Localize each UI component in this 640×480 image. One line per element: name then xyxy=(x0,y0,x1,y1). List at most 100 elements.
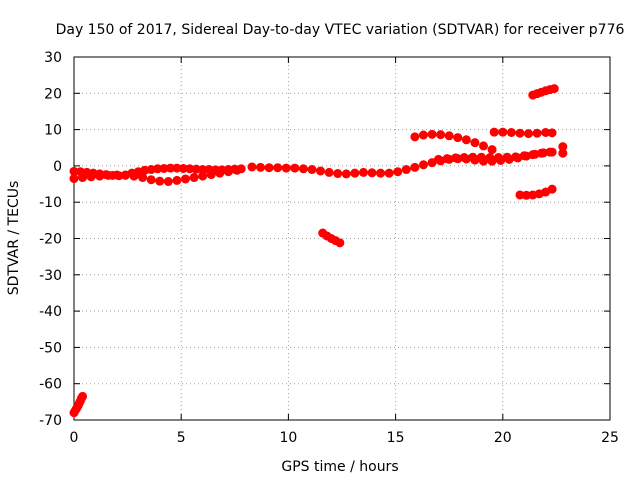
data-point xyxy=(545,148,554,157)
chart-title: Day 150 of 2017, Sidereal Day-to-day VTE… xyxy=(56,22,625,38)
data-point xyxy=(488,145,497,154)
data-point xyxy=(545,85,554,94)
data-point xyxy=(479,141,488,150)
y-tick-label: -50 xyxy=(39,340,62,356)
data-point xyxy=(548,128,557,137)
data-point xyxy=(95,172,104,181)
data-point xyxy=(265,163,274,172)
data-point xyxy=(498,128,507,137)
series-band-b xyxy=(69,165,242,187)
data-point xyxy=(511,152,520,161)
data-point xyxy=(533,129,542,138)
data-point xyxy=(528,190,537,199)
data-point xyxy=(104,171,113,180)
data-point xyxy=(359,168,368,177)
y-tick-label: 10 xyxy=(44,123,62,139)
y-tick-label: -30 xyxy=(39,268,62,284)
data-point xyxy=(87,172,96,181)
y-tick-label: 0 xyxy=(53,159,62,175)
data-point xyxy=(477,153,486,162)
y-tick-label: -20 xyxy=(39,232,62,248)
y-tick-label: -10 xyxy=(39,195,62,211)
data-point xyxy=(224,167,233,176)
data-point xyxy=(307,165,316,174)
data-point xyxy=(299,164,308,173)
series-segment-9 xyxy=(489,127,557,139)
data-point xyxy=(470,138,479,147)
data-point xyxy=(282,164,291,173)
data-point xyxy=(164,177,173,186)
data-point xyxy=(393,167,402,176)
data-point xyxy=(368,168,377,177)
x-tick-label: 20 xyxy=(494,430,512,446)
data-point xyxy=(490,128,499,137)
data-point xyxy=(520,151,529,160)
data-point xyxy=(419,131,428,140)
data-point xyxy=(335,238,344,247)
data-point xyxy=(207,170,216,179)
data-point xyxy=(535,189,544,198)
data-point xyxy=(130,172,139,181)
data-point xyxy=(215,169,224,178)
data-point xyxy=(460,153,469,162)
data-point xyxy=(434,155,443,164)
data-point xyxy=(443,154,452,163)
data-point xyxy=(541,86,550,95)
series-segment-20 xyxy=(528,84,559,100)
data-point xyxy=(462,135,471,144)
data-point xyxy=(507,128,516,137)
series-isolated xyxy=(558,142,568,158)
y-axis-label: SDTVAR / TECUs xyxy=(6,181,22,296)
data-point xyxy=(558,142,567,151)
data-point xyxy=(428,130,437,139)
series-trace xyxy=(410,129,497,155)
data-point xyxy=(494,153,503,162)
data-point xyxy=(550,84,559,93)
data-point xyxy=(402,165,411,174)
data-point xyxy=(376,169,385,178)
data-point xyxy=(419,160,428,169)
y-tick-label: -60 xyxy=(39,377,62,393)
data-point xyxy=(256,163,265,172)
data-point xyxy=(273,163,282,172)
data-point xyxy=(77,394,86,403)
data-point xyxy=(232,166,241,175)
data-point xyxy=(485,153,494,162)
data-point xyxy=(436,130,445,139)
data-point xyxy=(410,163,419,172)
data-point xyxy=(528,91,537,100)
data-point xyxy=(316,166,325,175)
data-point xyxy=(453,133,462,142)
data-point xyxy=(78,392,87,401)
data-point xyxy=(198,172,207,181)
data-point xyxy=(445,131,454,140)
data-point xyxy=(548,185,557,194)
data-point xyxy=(331,236,340,245)
data-point xyxy=(528,150,537,159)
data-points xyxy=(69,84,568,418)
data-point xyxy=(172,176,181,185)
data-point xyxy=(78,173,87,182)
x-tick-label: 10 xyxy=(279,430,297,446)
data-point xyxy=(350,169,359,178)
series-early-drop xyxy=(69,391,88,418)
data-point xyxy=(247,162,256,171)
grid-lines xyxy=(74,57,610,420)
x-tick-label: 5 xyxy=(177,430,186,446)
y-tick-label: -70 xyxy=(39,413,62,429)
data-point xyxy=(503,153,512,162)
data-point xyxy=(322,231,331,240)
data-point xyxy=(73,403,82,412)
data-point xyxy=(541,188,550,197)
series-arc-high xyxy=(410,129,497,155)
data-point xyxy=(515,129,524,138)
data-point xyxy=(121,171,130,180)
axis-ticks: 0 5 10 15 20 25 -70 -60 -50 -40 -30 -20 -10 0 10 20 30 xyxy=(39,50,619,446)
y-tick-label: 20 xyxy=(44,86,62,102)
data-point xyxy=(181,174,190,183)
series-segment-neg20 xyxy=(318,228,345,248)
data-point xyxy=(410,132,419,141)
data-point xyxy=(333,169,342,178)
series-segment-neg8 xyxy=(515,184,557,200)
